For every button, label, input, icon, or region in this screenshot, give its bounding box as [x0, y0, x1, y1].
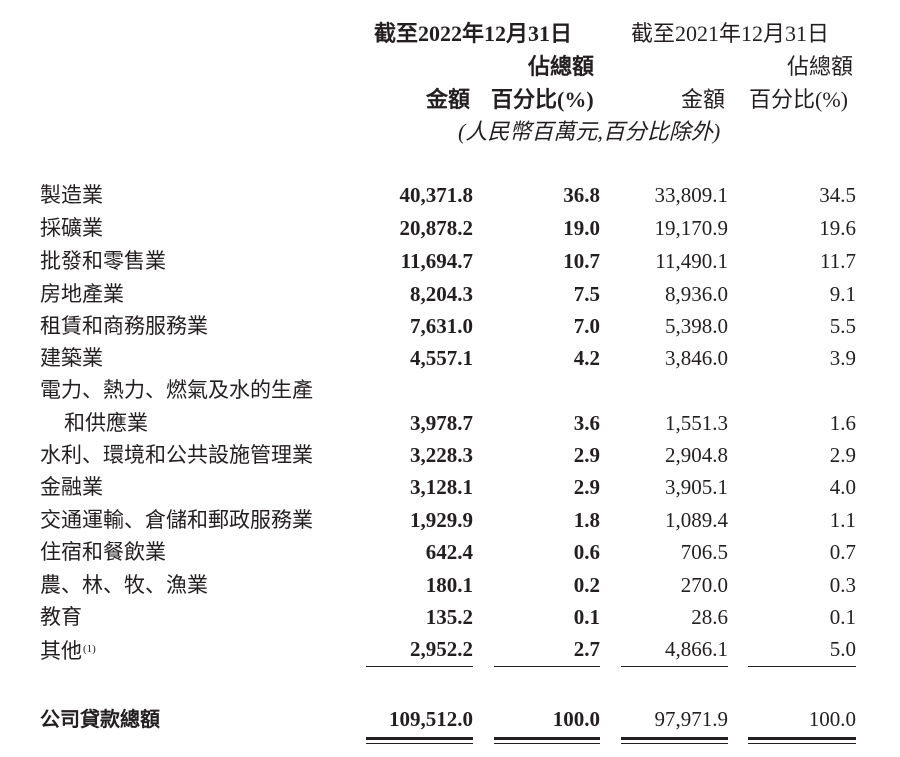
amount-2022: 4,557.1 [410, 346, 473, 370]
total-percent-2021: 100.0 [808, 707, 856, 731]
amount-2022: 3,128.1 [410, 475, 473, 499]
row-label: 製造業 [40, 183, 103, 207]
percent-2022: 2.9 [573, 443, 600, 467]
row-label: 採礦業 [40, 216, 103, 240]
amount-2022: 2,952.2 [410, 637, 473, 661]
row-label: 批發和零售業 [40, 249, 166, 273]
amount-2021: 1,551.3 [665, 411, 728, 435]
percent-2021: 19.6 [819, 216, 856, 240]
amount-2022: 8,204.3 [410, 282, 473, 306]
amount-2022: 11,694.7 [400, 249, 473, 273]
amount-2022: 40,371.8 [399, 183, 474, 207]
amount-2022: 642.4 [425, 540, 473, 564]
period-2021-header: 截至2021年12月31日 [631, 21, 830, 46]
amount-label-2021: 金額 [681, 87, 726, 112]
row-label: 水利、環境和公共設施管理業 [40, 443, 313, 467]
amount-2021: 19,170.9 [654, 216, 729, 240]
percent-2022: 3.6 [573, 411, 600, 435]
row-label: 其他(1) [40, 636, 96, 664]
amount-2021: 270.0 [680, 573, 728, 597]
percent-2021: 5.5 [829, 314, 856, 338]
percent-2021: 0.3 [829, 573, 856, 597]
unit-note: (人民幣百萬元,百分比除外) [458, 119, 721, 144]
row-label: 金融業 [40, 475, 103, 499]
amount-2021: 2,904.8 [665, 443, 728, 467]
amount-2021: 3,905.1 [665, 475, 728, 499]
amount-2022: 20,878.2 [399, 216, 474, 240]
percent-2021: 9.1 [829, 282, 856, 306]
amount-2022: 3,978.7 [410, 411, 473, 435]
percent-2021: 1.1 [829, 508, 856, 532]
percent-2021: 5.0 [829, 637, 856, 661]
percent-2022: 19.0 [563, 216, 600, 240]
subtotal-rule [748, 666, 856, 667]
row-label: 電力、熱力、燃氣及水的生產 [40, 378, 313, 402]
amount-2022: 3,228.3 [410, 443, 473, 467]
total-double-rule [494, 743, 600, 744]
percent-2021: 1.6 [829, 411, 856, 435]
total-amount-2022: 109,512.0 [389, 707, 473, 731]
percent-2022: 7.5 [573, 282, 600, 306]
percent-2022: 0.1 [573, 605, 600, 629]
total-percent-2022: 100.0 [552, 707, 600, 731]
percent-2021: 4.0 [829, 475, 856, 499]
amount-2022: 1,929.9 [410, 508, 473, 532]
total-label: 公司貸款總額 [40, 707, 160, 731]
amount-2022: 180.1 [425, 573, 473, 597]
total-amount-2021: 97,971.9 [654, 707, 729, 731]
total-double-rule [494, 737, 600, 740]
amount-2021: 5,398.0 [665, 314, 728, 338]
amount-2021: 8,936.0 [665, 282, 728, 306]
subtotal-rule [621, 666, 728, 667]
percent-2021: 0.7 [829, 540, 856, 564]
amount-2021: 11,490.1 [655, 249, 728, 273]
percent-2022: 1.8 [573, 508, 600, 532]
subtotal-rule [366, 666, 473, 667]
percent-2021: 3.9 [829, 346, 856, 370]
percent-2022: 10.7 [563, 249, 600, 273]
percent-2022: 2.9 [573, 475, 600, 499]
total-double-rule [366, 737, 473, 740]
percent-2022: 4.2 [573, 346, 600, 370]
amount-2021: 3,846.0 [665, 346, 728, 370]
percent-2022: 36.8 [563, 183, 600, 207]
amount-2021: 33,809.1 [654, 183, 729, 207]
amount-2022: 7,631.0 [410, 314, 473, 338]
amount-2021: 28.6 [691, 605, 728, 629]
percent-2021: 11.7 [820, 249, 856, 273]
row-label: 租賃和商務服務業 [40, 314, 208, 338]
row-label: 建築業 [40, 346, 103, 370]
percent-2022: 0.2 [573, 573, 600, 597]
amount-2021: 706.5 [680, 540, 728, 564]
subtotal-rule [494, 666, 600, 667]
total-double-rule [366, 743, 473, 744]
percent-2021: 34.5 [819, 183, 856, 207]
total-double-rule [621, 737, 728, 740]
period-2022-header: 截至2022年12月31日 [374, 21, 573, 46]
amount-2021: 1,089.4 [665, 508, 728, 532]
percent-2022: 0.6 [573, 540, 600, 564]
pct-total-label-2022: 佔總額 [528, 54, 595, 79]
percent-label-2022: 百分比(%) [491, 87, 594, 112]
percent-2021: 0.1 [829, 605, 856, 629]
row-label-text: 其他 [40, 639, 82, 663]
row-label: 教育 [40, 605, 82, 629]
percent-label-2021: 百分比(%) [749, 87, 848, 112]
percent-2021: 2.9 [829, 443, 856, 467]
row-label: 住宿和餐飲業 [40, 540, 166, 564]
footnote-marker: (1) [83, 643, 96, 655]
row-label-continued: 和供應業 [64, 411, 148, 435]
percent-2022: 2.7 [573, 637, 600, 661]
pct-total-label-2021: 佔總額 [787, 54, 854, 79]
row-label: 房地產業 [40, 282, 124, 306]
row-label: 農、林、牧、漁業 [40, 573, 208, 597]
total-double-rule [748, 737, 856, 740]
amount-2022: 135.2 [425, 605, 473, 629]
amount-2021: 4,866.1 [665, 637, 728, 661]
total-double-rule [748, 743, 856, 744]
percent-2022: 7.0 [573, 314, 600, 338]
amount-label-2022: 金額 [426, 87, 471, 112]
total-double-rule [621, 743, 728, 744]
row-label: 交通運輸、倉儲和郵政服務業 [40, 508, 313, 532]
